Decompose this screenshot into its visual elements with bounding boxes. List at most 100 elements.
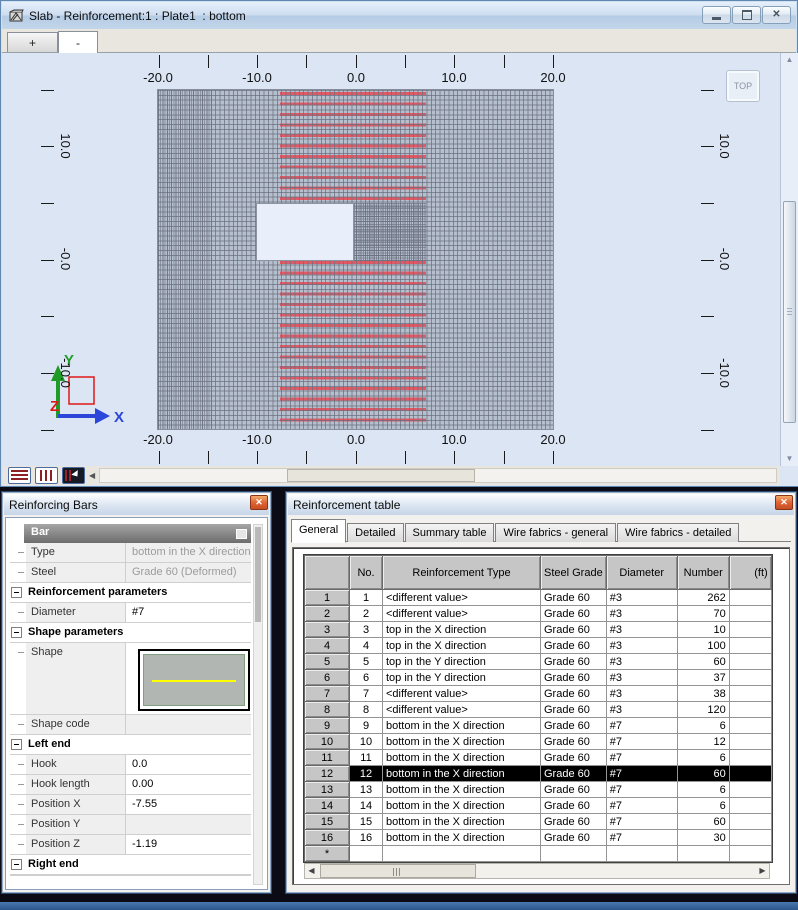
cell-no[interactable]: 7 [349, 685, 383, 702]
cell-no[interactable]: 10 [349, 733, 383, 750]
row-header[interactable]: 7 [304, 685, 350, 702]
table-row[interactable]: 4 4 top in the X direction Grade 60 #3 100 [304, 637, 772, 654]
property-row[interactable]: Shape code [10, 715, 251, 735]
cell-grade[interactable]: Grade 60 [540, 589, 607, 606]
property-row[interactable]: Type bottom in the X direction [10, 543, 251, 563]
property-group-row[interactable]: Reinforcement parameters [10, 583, 251, 603]
cell-grade[interactable]: Grade 60 [540, 829, 607, 846]
cell-ft[interactable] [728, 717, 772, 734]
property-value[interactable] [126, 815, 251, 834]
cell-grade[interactable]: Grade 60 [540, 781, 607, 798]
view-tab-minus[interactable]: - [58, 31, 98, 53]
cell-number[interactable]: 6 [676, 797, 730, 814]
column-header[interactable]: Steel Grade [540, 555, 607, 590]
cell-grade[interactable]: Grade 60 [540, 701, 607, 718]
collapse-box-icon[interactable] [236, 529, 247, 539]
table-row[interactable]: 13 13 bottom in the X direction Grade 60 #7 6 [304, 781, 772, 798]
cell-type[interactable]: bottom in the X direction [382, 717, 541, 734]
cell-grade[interactable]: Grade 60 [540, 621, 607, 638]
cell-type[interactable]: bottom in the X direction [382, 829, 541, 846]
cell-type[interactable]: bottom in the X direction [382, 765, 541, 782]
scroll-left-icon[interactable]: ◀ [89, 471, 96, 480]
row-header[interactable]: 5 [304, 653, 350, 670]
cell-number[interactable]: 6 [676, 749, 730, 766]
scroll-up-icon[interactable]: ▲ [785, 55, 794, 64]
cell-type[interactable]: <different value> [382, 701, 541, 718]
minimize-button[interactable] [702, 6, 731, 24]
row-header[interactable]: 3 [304, 621, 350, 638]
close-button[interactable]: ✕ [762, 6, 791, 24]
cell-type[interactable]: <different value> [382, 605, 541, 622]
cell-ft[interactable] [728, 621, 772, 638]
cell-grade[interactable]: Grade 60 [540, 813, 607, 830]
cell-grade[interactable]: Grade 60 [540, 685, 607, 702]
table-row[interactable]: 16 16 bottom in the X direction Grade 60 #7 3… [304, 829, 772, 846]
cell-diameter[interactable]: #7 [605, 797, 678, 814]
property-value[interactable] [126, 643, 251, 714]
cell-no[interactable]: 3 [349, 621, 383, 638]
cell-grade[interactable]: Grade 60 [540, 637, 607, 654]
cell-diameter[interactable]: #3 [605, 669, 678, 686]
row-header[interactable]: 9 [304, 717, 350, 734]
cell-no[interactable]: 16 [349, 829, 383, 846]
cell-diameter[interactable]: #7 [605, 781, 678, 798]
cell-type[interactable]: bottom in the X direction [382, 749, 541, 766]
scroll-down-icon[interactable]: ▼ [785, 454, 794, 463]
cell-empty[interactable] [382, 845, 541, 862]
cell-ft[interactable] [728, 781, 772, 798]
cell-empty[interactable] [349, 845, 383, 862]
column-header[interactable]: Diameter [605, 555, 678, 590]
horizontal-scrollbar[interactable] [99, 468, 777, 483]
property-value[interactable]: #7 [126, 603, 251, 622]
property-group-row[interactable]: Shape parameters [10, 623, 251, 643]
cell-ft[interactable] [728, 829, 772, 846]
cell-diameter[interactable]: #3 [605, 605, 678, 622]
table-row[interactable]: 9 9 bottom in the X direction Grade 60 #7 6 [304, 717, 772, 734]
cell-number[interactable]: 70 [676, 605, 730, 622]
property-row[interactable]: Hook length 0.00 [10, 775, 251, 795]
cell-diameter[interactable]: #3 [605, 653, 678, 670]
cell-diameter[interactable]: #7 [605, 813, 678, 830]
column-header[interactable]: Number [676, 555, 730, 590]
cell-number[interactable]: 38 [676, 685, 730, 702]
cell-type[interactable]: top in the Y direction [382, 653, 541, 670]
cell-ft[interactable] [728, 749, 772, 766]
table-horizontal-scrollbar[interactable]: ◀ ▶ [304, 863, 770, 879]
cell-no[interactable]: 9 [349, 717, 383, 734]
property-value[interactable]: 0.0 [126, 755, 251, 774]
row-header[interactable]: 13 [304, 781, 350, 798]
cell-ft[interactable] [728, 701, 772, 718]
cell-no[interactable]: 11 [349, 749, 383, 766]
cell-diameter[interactable]: #3 [605, 621, 678, 638]
cell-type[interactable]: <different value> [382, 589, 541, 606]
horizontal-scrollbar-thumb[interactable] [287, 469, 476, 482]
property-value[interactable] [126, 715, 251, 734]
cell-ft[interactable] [728, 797, 772, 814]
cell-type[interactable]: bottom in the X direction [382, 781, 541, 798]
scroll-right-icon[interactable]: ▶ [759, 866, 766, 875]
cell-number[interactable]: 120 [676, 701, 730, 718]
row-header[interactable]: 2 [304, 605, 350, 622]
cell-no[interactable]: 5 [349, 653, 383, 670]
property-row[interactable]: Position Y [10, 815, 251, 835]
cell-diameter[interactable]: #7 [605, 733, 678, 750]
row-header[interactable]: 10 [304, 733, 350, 750]
close-panel-button[interactable]: ✕ [775, 495, 793, 510]
column-header[interactable]: No. [349, 555, 383, 590]
property-value[interactable]: -1.19 [126, 835, 251, 854]
cell-ft[interactable] [728, 733, 772, 750]
cell-number[interactable]: 37 [676, 669, 730, 686]
tab-wire-fabrics-general[interactable]: Wire fabrics - general [495, 523, 617, 542]
table-row[interactable]: 15 15 bottom in the X direction Grade 60 #7 6… [304, 813, 772, 830]
cell-number[interactable]: 6 [676, 781, 730, 798]
property-row-shape[interactable]: Shape [10, 643, 251, 715]
table-row[interactable]: 14 14 bottom in the X direction Grade 60 #7 6 [304, 797, 772, 814]
cell-grade[interactable]: Grade 60 [540, 669, 607, 686]
property-grid-scrollbar[interactable] [253, 524, 263, 885]
cell-number[interactable]: 60 [676, 813, 730, 830]
cell-ft[interactable] [728, 669, 772, 686]
row-header[interactable]: 6 [304, 669, 350, 686]
cell-grade[interactable]: Grade 60 [540, 797, 607, 814]
vertical-scrollbar-thumb[interactable] [783, 201, 796, 423]
collapse-minus-icon[interactable] [11, 859, 22, 870]
